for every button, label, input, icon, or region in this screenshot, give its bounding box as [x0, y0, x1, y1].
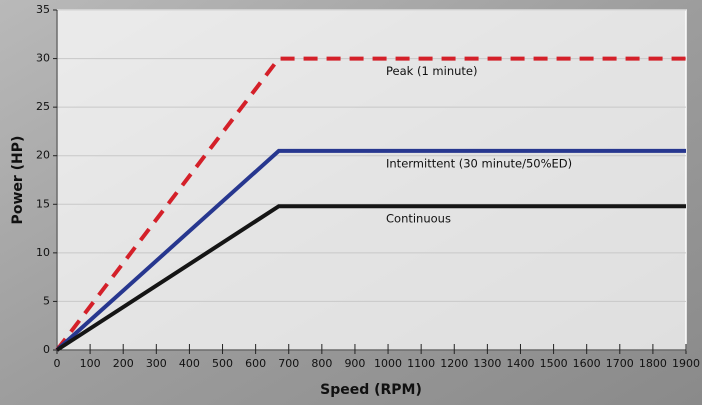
x-tick-label: 100: [80, 357, 101, 370]
x-axis-title: Speed (RPM): [320, 382, 422, 398]
y-tick-label: 5: [43, 294, 50, 307]
x-tick-label: 1100: [407, 357, 435, 370]
y-tick-label: 35: [36, 3, 50, 16]
plot-area: [57, 10, 686, 350]
y-tick-label: 30: [36, 52, 50, 65]
x-tick-label: 800: [311, 357, 332, 370]
chart: Speed (RPM) Power (HP) 0 5 10 15 20 25 30 35 0 10…: [0, 0, 702, 405]
x-tick-label: 1800: [639, 357, 667, 370]
x-tick-label: 700: [278, 357, 299, 370]
x-tick-label: 1500: [540, 357, 568, 370]
x-tick-label: 900: [344, 357, 365, 370]
y-tick-label: 10: [36, 246, 50, 259]
y-tick-label: 0: [43, 343, 50, 356]
x-tick-label: 600: [245, 357, 266, 370]
series-label: Intermittent (30 minute/50%ED): [386, 156, 572, 170]
x-tick-label: 300: [146, 357, 167, 370]
x-tick-label: 1000: [374, 357, 402, 370]
x-tick-label: 500: [212, 357, 233, 370]
x-tick-label: 400: [179, 357, 200, 370]
x-tick-label: 1900: [672, 357, 700, 370]
y-tick-label: 25: [36, 100, 50, 113]
x-tick-label: 0: [54, 357, 61, 370]
series-label: Continuous: [386, 212, 451, 226]
x-tick-label: 1600: [573, 357, 601, 370]
x-tick-label: 1300: [473, 357, 501, 370]
page: {"chart_data": {"type": "line", "x_label…: [0, 0, 702, 405]
x-tick-label: 1400: [506, 357, 534, 370]
y-axis-title: Power (HP): [10, 136, 26, 225]
x-tick-label: 1200: [440, 357, 468, 370]
series-label: Peak (1 minute): [386, 64, 477, 78]
x-tick-label: 200: [113, 357, 134, 370]
y-tick-label: 20: [36, 149, 50, 162]
y-tick-label: 15: [36, 197, 50, 210]
x-tick-label: 1700: [606, 357, 634, 370]
